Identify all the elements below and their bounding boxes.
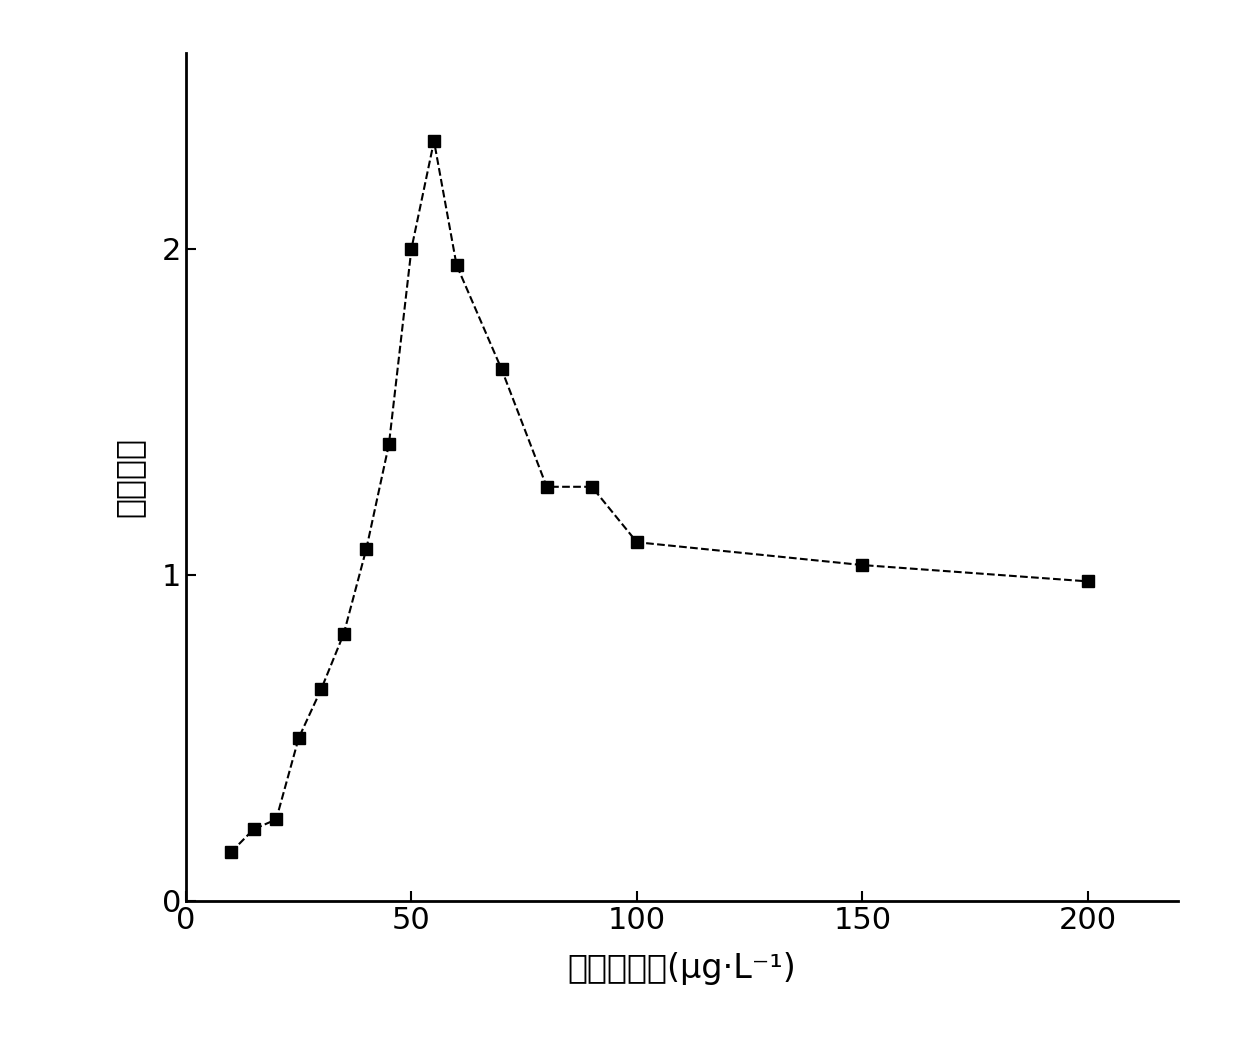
X-axis label: 四环素浓度(μg·L⁻¹): 四环素浓度(μg·L⁻¹) bbox=[568, 952, 796, 985]
Y-axis label: 相对强度: 相对强度 bbox=[112, 437, 145, 517]
